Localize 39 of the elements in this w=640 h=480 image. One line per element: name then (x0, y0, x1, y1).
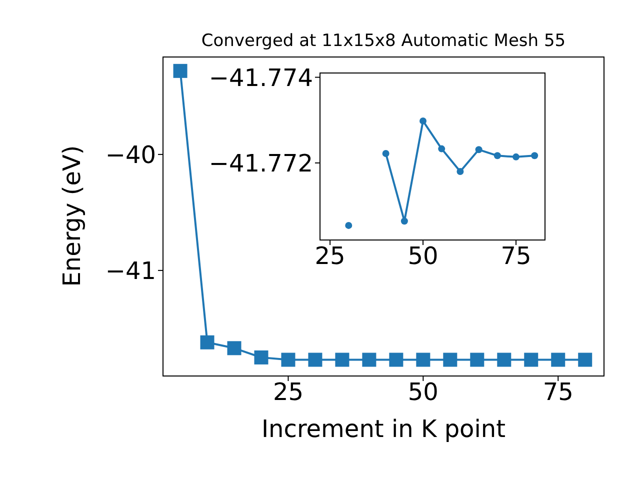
point (254, 350, 268, 364)
point (475, 146, 482, 154)
x-axis-title: Increment in K point (260, 415, 507, 443)
x-tick-label: 25 (272, 378, 304, 406)
x-tick-label: 50 (408, 378, 438, 406)
point (531, 152, 538, 160)
point (281, 352, 296, 367)
point (497, 352, 512, 367)
point (227, 341, 242, 356)
point (308, 352, 322, 367)
x-tick-label: 25 (314, 242, 346, 270)
y-axis-title: Energy (eV) (58, 144, 86, 289)
point (494, 152, 501, 160)
point (420, 117, 427, 124)
x-tick-label: 50 (408, 242, 438, 270)
point (578, 352, 592, 367)
point (173, 64, 188, 78)
point (456, 168, 464, 175)
y-tick-label: −41.772 (208, 149, 313, 178)
point (335, 352, 350, 367)
point (512, 153, 520, 160)
x-tick-label: 75 (500, 242, 532, 270)
point (400, 218, 408, 225)
y-tick-label: −41.774 (208, 64, 313, 92)
point (443, 352, 458, 367)
point (416, 352, 430, 367)
point (524, 352, 538, 367)
point (382, 150, 390, 158)
point (551, 352, 566, 367)
point (389, 352, 404, 367)
y-tick-label: −41 (105, 256, 156, 285)
chart-title: Converged at 11x15x8 Automatic Mesh 55 (200, 31, 567, 51)
point (200, 335, 214, 350)
y-tick-label: −40 (105, 140, 156, 169)
point (345, 222, 352, 229)
point (470, 352, 484, 367)
x-tick-label: 75 (542, 378, 574, 406)
point (362, 352, 376, 367)
point (438, 145, 446, 152)
